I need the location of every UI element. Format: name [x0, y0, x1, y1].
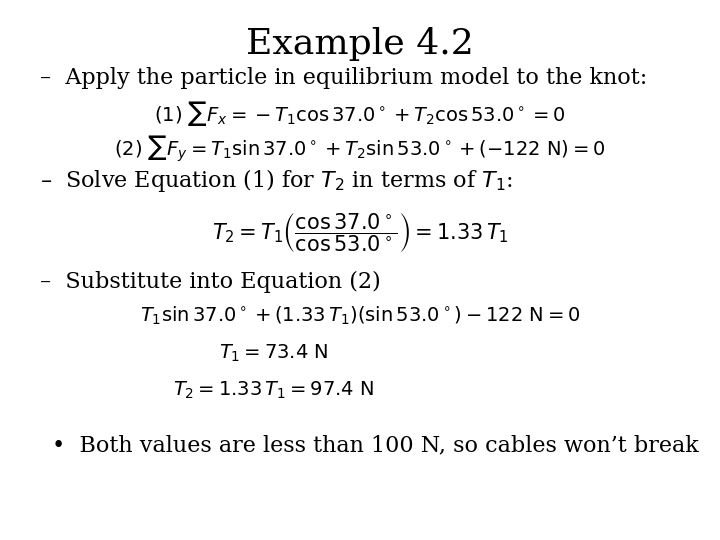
Text: $T_1\sin 37.0^\circ + (1.33\,T_1)(\sin 53.0^\circ) - 122\ \mathrm{N} = 0$: $T_1\sin 37.0^\circ + (1.33\,T_1)(\sin 5… — [140, 305, 580, 327]
Text: $T_2 = 1.33\,T_1 = 97.4\ \mathrm{N}$: $T_2 = 1.33\,T_1 = 97.4\ \mathrm{N}$ — [173, 379, 374, 401]
Text: –  Substitute into Equation (2): – Substitute into Equation (2) — [40, 271, 380, 293]
Text: $T_1 = 73.4\ \mathrm{N}$: $T_1 = 73.4\ \mathrm{N}$ — [219, 343, 328, 364]
Text: $\mathrm{(2)}\ \sum F_y = T_1\sin 37.0^\circ + T_2\sin 53.0^\circ + (-122\ \math: $\mathrm{(2)}\ \sum F_y = T_1\sin 37.0^\… — [114, 133, 606, 164]
Text: •  Both values are less than 100 N, so cables won’t break: • Both values are less than 100 N, so ca… — [52, 435, 698, 456]
Text: $T_2 = T_1\left(\dfrac{\cos 37.0^\circ}{\cos 53.0^\circ}\right) = 1.33\,T_1$: $T_2 = T_1\left(\dfrac{\cos 37.0^\circ}{… — [212, 211, 508, 254]
Text: $\mathrm{(1)}\ \sum F_x = -T_1\cos 37.0^\circ + T_2\cos 53.0^\circ = 0$: $\mathrm{(1)}\ \sum F_x = -T_1\cos 37.0^… — [154, 99, 566, 128]
Text: –  Solve Equation (1) for $T_2$ in terms of $T_1$:: – Solve Equation (1) for $T_2$ in terms … — [40, 167, 513, 194]
Text: –  Apply the particle in equilibrium model to the knot:: – Apply the particle in equilibrium mode… — [40, 68, 647, 89]
Text: Example 4.2: Example 4.2 — [246, 27, 474, 61]
